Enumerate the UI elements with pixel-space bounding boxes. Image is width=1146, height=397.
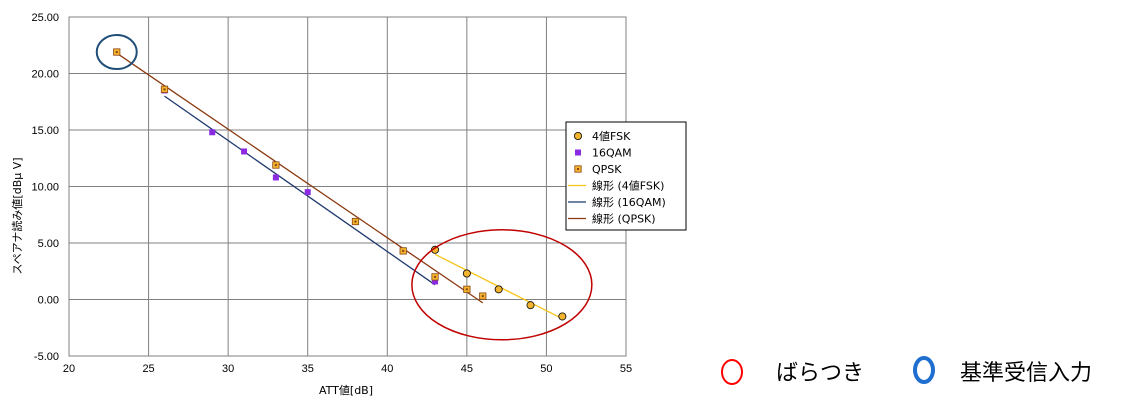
data-point-circle xyxy=(574,131,583,140)
data-point-square xyxy=(432,278,439,285)
data-point-square-dot-center xyxy=(481,295,484,298)
legend-label: 線形 (4値FSK) xyxy=(592,179,664,193)
data-point-square-dot-center xyxy=(274,164,277,167)
legend-label: 16QAM xyxy=(592,147,632,160)
data-point-square-dot-center xyxy=(577,168,579,170)
trendlines xyxy=(116,52,563,320)
y-tick-label: 0.00 xyxy=(38,295,59,307)
legend-label: 線形 (QPSK) xyxy=(592,212,656,226)
trendline xyxy=(116,52,484,304)
x-tick-label: 20 xyxy=(63,363,75,375)
data-point-circle xyxy=(558,312,567,321)
legend-label: QPSK xyxy=(592,163,622,176)
data-point-square xyxy=(241,148,248,155)
variation-ellipse xyxy=(411,229,593,341)
x-tick-label: 45 xyxy=(461,363,473,375)
blue-ellipse-key-icon xyxy=(913,356,935,384)
legend: 4値FSK 16QAM QPSK 線形 (4値FSK) 線形 (16QAM) 線形 (QP… xyxy=(565,121,687,231)
y-tick-label: 20.00 xyxy=(31,69,59,81)
y-tick-label: 25.00 xyxy=(31,12,59,24)
red-ellipse-key-icon xyxy=(721,359,743,385)
data-point-square-dot-center xyxy=(115,51,118,54)
legend-label: 4値FSK xyxy=(592,130,631,143)
data-markers xyxy=(113,48,567,321)
data-point-square-dot-center xyxy=(354,220,357,223)
y-tick-label: 15.00 xyxy=(31,125,59,137)
x-tick-label: 30 xyxy=(222,363,234,375)
data-point-square xyxy=(304,189,311,196)
reference-ellipse xyxy=(95,34,138,71)
x-tick-label: 25 xyxy=(142,363,154,375)
data-point-square-dot-center xyxy=(163,88,166,91)
reference-input-key-label: 基準受信入力 xyxy=(960,361,1092,386)
data-point-circle xyxy=(462,269,471,278)
legend-label: 線形 (16QAM) xyxy=(592,195,666,209)
key-area: ばらつき 基準受信入力 xyxy=(721,356,1092,386)
x-tick-label: 55 xyxy=(620,363,632,375)
data-point-square-dot-center xyxy=(465,288,468,291)
data-point-circle xyxy=(526,301,535,310)
y-tick-label: 10.00 xyxy=(31,182,59,194)
trendline xyxy=(164,95,436,286)
data-point-square xyxy=(575,149,581,156)
data-point-circle xyxy=(494,285,503,294)
data-point-square xyxy=(209,129,216,136)
data-point-square-dot-center xyxy=(434,275,437,278)
y-tick-label: 5.00 xyxy=(38,238,59,250)
x-tick-label: 50 xyxy=(540,363,552,375)
y-tick-label: -5.00 xyxy=(34,351,59,363)
y-axis-label: スペアナ読み値[dBμ V] xyxy=(10,157,24,274)
x-tick-label: 35 xyxy=(302,363,314,375)
data-point-square xyxy=(272,174,279,181)
x-axis-label: ATT値[dB] xyxy=(319,384,373,397)
grid-lines xyxy=(68,16,627,357)
x-tick-label: 40 xyxy=(381,363,393,375)
axis-ticks: 20 25 30 35 40 45 50 55 -5.00 0.00 5.00 10.00 15.00 2… xyxy=(31,12,632,375)
annotation-ellipses xyxy=(95,34,593,341)
data-point-square-dot-center xyxy=(402,249,405,252)
variation-key-label: ばらつき xyxy=(776,361,864,386)
